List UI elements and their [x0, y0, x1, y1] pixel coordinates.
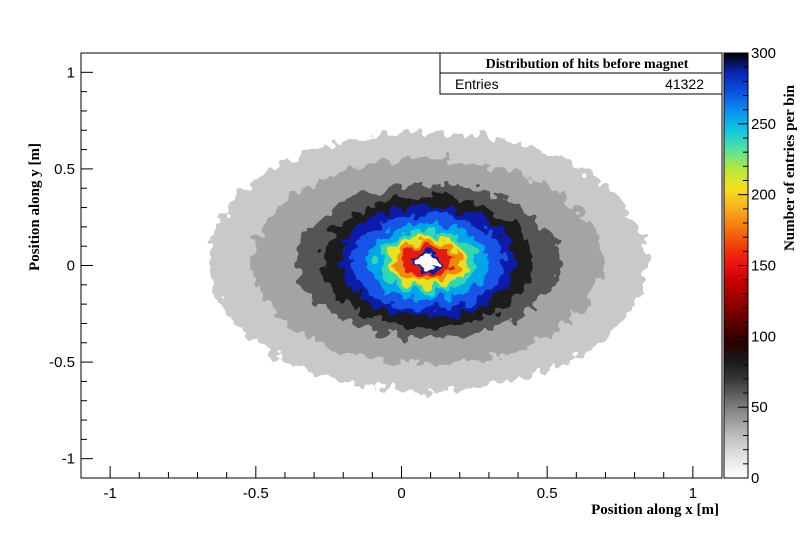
y-axis-label: Position along y [m]: [27, 143, 43, 271]
z-tick-label: 200: [751, 187, 776, 204]
y-tick-label: 0.5: [54, 161, 75, 178]
stats-box-title: Distribution of hits before magnet: [486, 57, 689, 72]
z-tick-label: 0: [751, 470, 759, 487]
x-tick-label: 0: [397, 485, 405, 502]
x-tick-label: -0.5: [243, 485, 269, 502]
contour-level-300: [411, 253, 444, 270]
stats-entries-label: Entries: [455, 76, 499, 92]
stats-entries-value: 41322: [665, 76, 704, 92]
y-tick-label: 1: [67, 64, 75, 81]
color-scale-bar: 0 50 100 150 200 250 300: [723, 45, 776, 487]
stats-box: Distribution of hits before magnet Entri…: [439, 52, 723, 95]
z-tick-label: 50: [751, 399, 768, 416]
z-tick-label: 250: [751, 116, 776, 133]
x-axis-label: Position along x [m]: [591, 502, 719, 518]
z-tick-label: 150: [751, 258, 776, 275]
z-axis-label: Number of entries per bin: [782, 84, 798, 251]
heatmap-contours: [209, 132, 647, 391]
y-tick-label: 0: [67, 258, 75, 275]
z-tick-label: 300: [751, 45, 776, 62]
y-tick-label: -1: [62, 451, 75, 468]
z-tick-label: 100: [751, 328, 776, 345]
x-tick-label: -1: [103, 485, 116, 502]
x-tick-label: 1: [689, 485, 697, 502]
y-tick-label: -0.5: [49, 354, 75, 371]
x-axis: -1 -0.5 0 0.5 1: [80, 466, 723, 502]
x-tick-label: 0.5: [537, 485, 558, 502]
y-axis: -1 -0.5 0 0.5 1: [49, 52, 93, 479]
z-axis: 0 50 100 150 200 250 300: [738, 45, 776, 487]
